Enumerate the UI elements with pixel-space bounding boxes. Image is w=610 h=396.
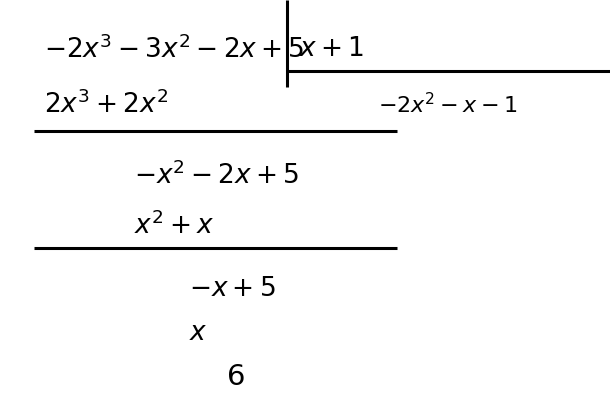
Text: $- x + 5$: $- x + 5$ — [189, 276, 276, 302]
Text: $-2x^2 - x - 1$: $-2x^2 - x - 1$ — [378, 92, 517, 118]
Text: $-2x^3 - 3x^2 - 2x + 5$: $-2x^3 - 3x^2 - 2x + 5$ — [44, 35, 304, 64]
Text: $2x^3 + 2x^2$: $2x^3 + 2x^2$ — [44, 91, 168, 119]
Text: $x$: $x$ — [189, 320, 207, 346]
Text: $6$: $6$ — [226, 363, 245, 391]
Text: $x^2 + x$: $x^2 + x$ — [134, 211, 215, 240]
Text: $- x^2 - 2x + 5$: $- x^2 - 2x + 5$ — [134, 162, 300, 190]
Text: $x + 1$: $x + 1$ — [299, 36, 364, 63]
